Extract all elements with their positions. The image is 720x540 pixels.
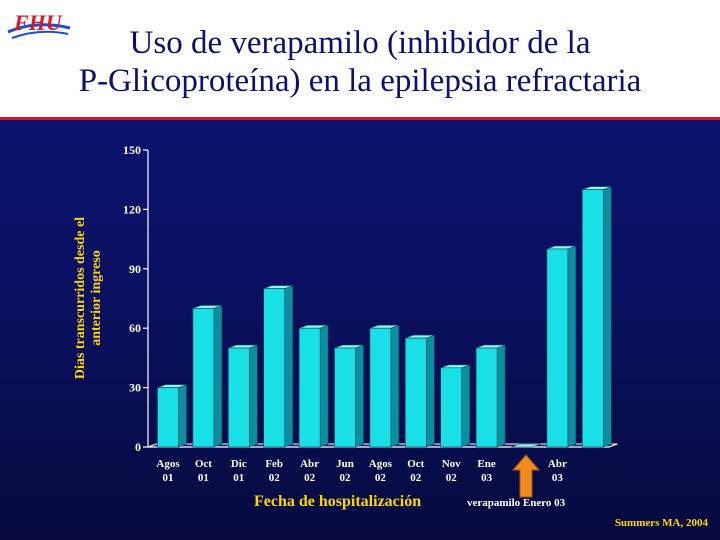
slide-header: FHU Uso de verapamilo (inhibidor de la P… bbox=[0, 0, 720, 120]
bar-side bbox=[496, 344, 506, 448]
bar bbox=[440, 367, 463, 448]
x-tick-label: 03 bbox=[552, 472, 564, 484]
x-tick-label: 02 bbox=[446, 472, 458, 484]
title-line-1: Uso de verapamilo (inhibidor de la bbox=[129, 25, 591, 61]
x-tick-label: Oct bbox=[407, 458, 424, 470]
bar-side bbox=[178, 384, 187, 448]
header-divider bbox=[0, 117, 720, 120]
bar bbox=[581, 189, 604, 448]
x-tick-label: 01 bbox=[163, 472, 174, 484]
verapamil-annotation: verapamilo Enero 03 bbox=[467, 497, 566, 509]
y-tick-label: 0 bbox=[135, 440, 141, 454]
y-tick-label: 60 bbox=[129, 321, 141, 335]
bar bbox=[404, 337, 427, 448]
x-tick-label: Ene bbox=[477, 458, 495, 470]
bar bbox=[157, 387, 179, 448]
x-tick-label: 02 bbox=[269, 472, 281, 484]
x-tick-label: 02 bbox=[410, 472, 422, 484]
bar bbox=[298, 327, 321, 448]
x-tick-label: Nov bbox=[442, 458, 461, 470]
x-tick-label: Agos bbox=[156, 458, 180, 470]
up-arrow-icon bbox=[511, 454, 541, 498]
bar-side bbox=[390, 324, 400, 448]
bar bbox=[263, 288, 286, 448]
x-tick-label: 02 bbox=[340, 472, 352, 484]
bar-side bbox=[461, 364, 471, 448]
bar-side bbox=[355, 344, 364, 448]
x-tick-label: Oct bbox=[195, 458, 212, 470]
fhu-logo-icon: FHU bbox=[7, 10, 71, 39]
slide-title: Uso de verapamilo (inhibidor de la P-Gli… bbox=[0, 24, 720, 100]
x-tick-label: Abr bbox=[300, 458, 319, 470]
bar-side bbox=[567, 245, 577, 448]
x-tick-label: 01 bbox=[233, 472, 244, 484]
x-tick-label: Jun bbox=[336, 458, 354, 470]
bar-side bbox=[249, 344, 258, 448]
bar bbox=[546, 248, 569, 448]
x-tick-label: Abr bbox=[548, 458, 567, 470]
bar-side bbox=[602, 186, 612, 448]
x-tick-label: 02 bbox=[375, 472, 387, 484]
bar-side bbox=[319, 324, 329, 448]
x-tick-label: 02 bbox=[304, 472, 316, 484]
x-axis-label: Fecha de hospitalización bbox=[254, 493, 422, 510]
y-tick-label: 30 bbox=[129, 381, 141, 395]
source-citation: Summers MA, 2004 bbox=[614, 517, 708, 529]
logo-text: FHU bbox=[13, 10, 63, 35]
bar bbox=[334, 347, 356, 448]
title-line-2: P-Glicoproteína) en la epilepsia refract… bbox=[78, 63, 642, 99]
bar bbox=[369, 327, 392, 448]
bar bbox=[192, 308, 215, 448]
bar-side bbox=[213, 304, 223, 448]
x-tick-label: Feb bbox=[265, 458, 283, 470]
y-tick-label: 90 bbox=[129, 262, 141, 276]
x-tick-label: Dic bbox=[231, 458, 247, 470]
y-tick-label: 150 bbox=[123, 143, 141, 157]
bar-side bbox=[425, 334, 435, 448]
y-tick-label: 120 bbox=[123, 202, 141, 216]
bar bbox=[228, 347, 250, 448]
bar bbox=[475, 347, 498, 448]
x-tick-label: 03 bbox=[481, 472, 493, 484]
bar bbox=[511, 443, 541, 448]
x-tick-label: 01 bbox=[198, 472, 209, 484]
x-tick-label: Agos bbox=[369, 458, 393, 470]
bar-side bbox=[284, 285, 294, 448]
